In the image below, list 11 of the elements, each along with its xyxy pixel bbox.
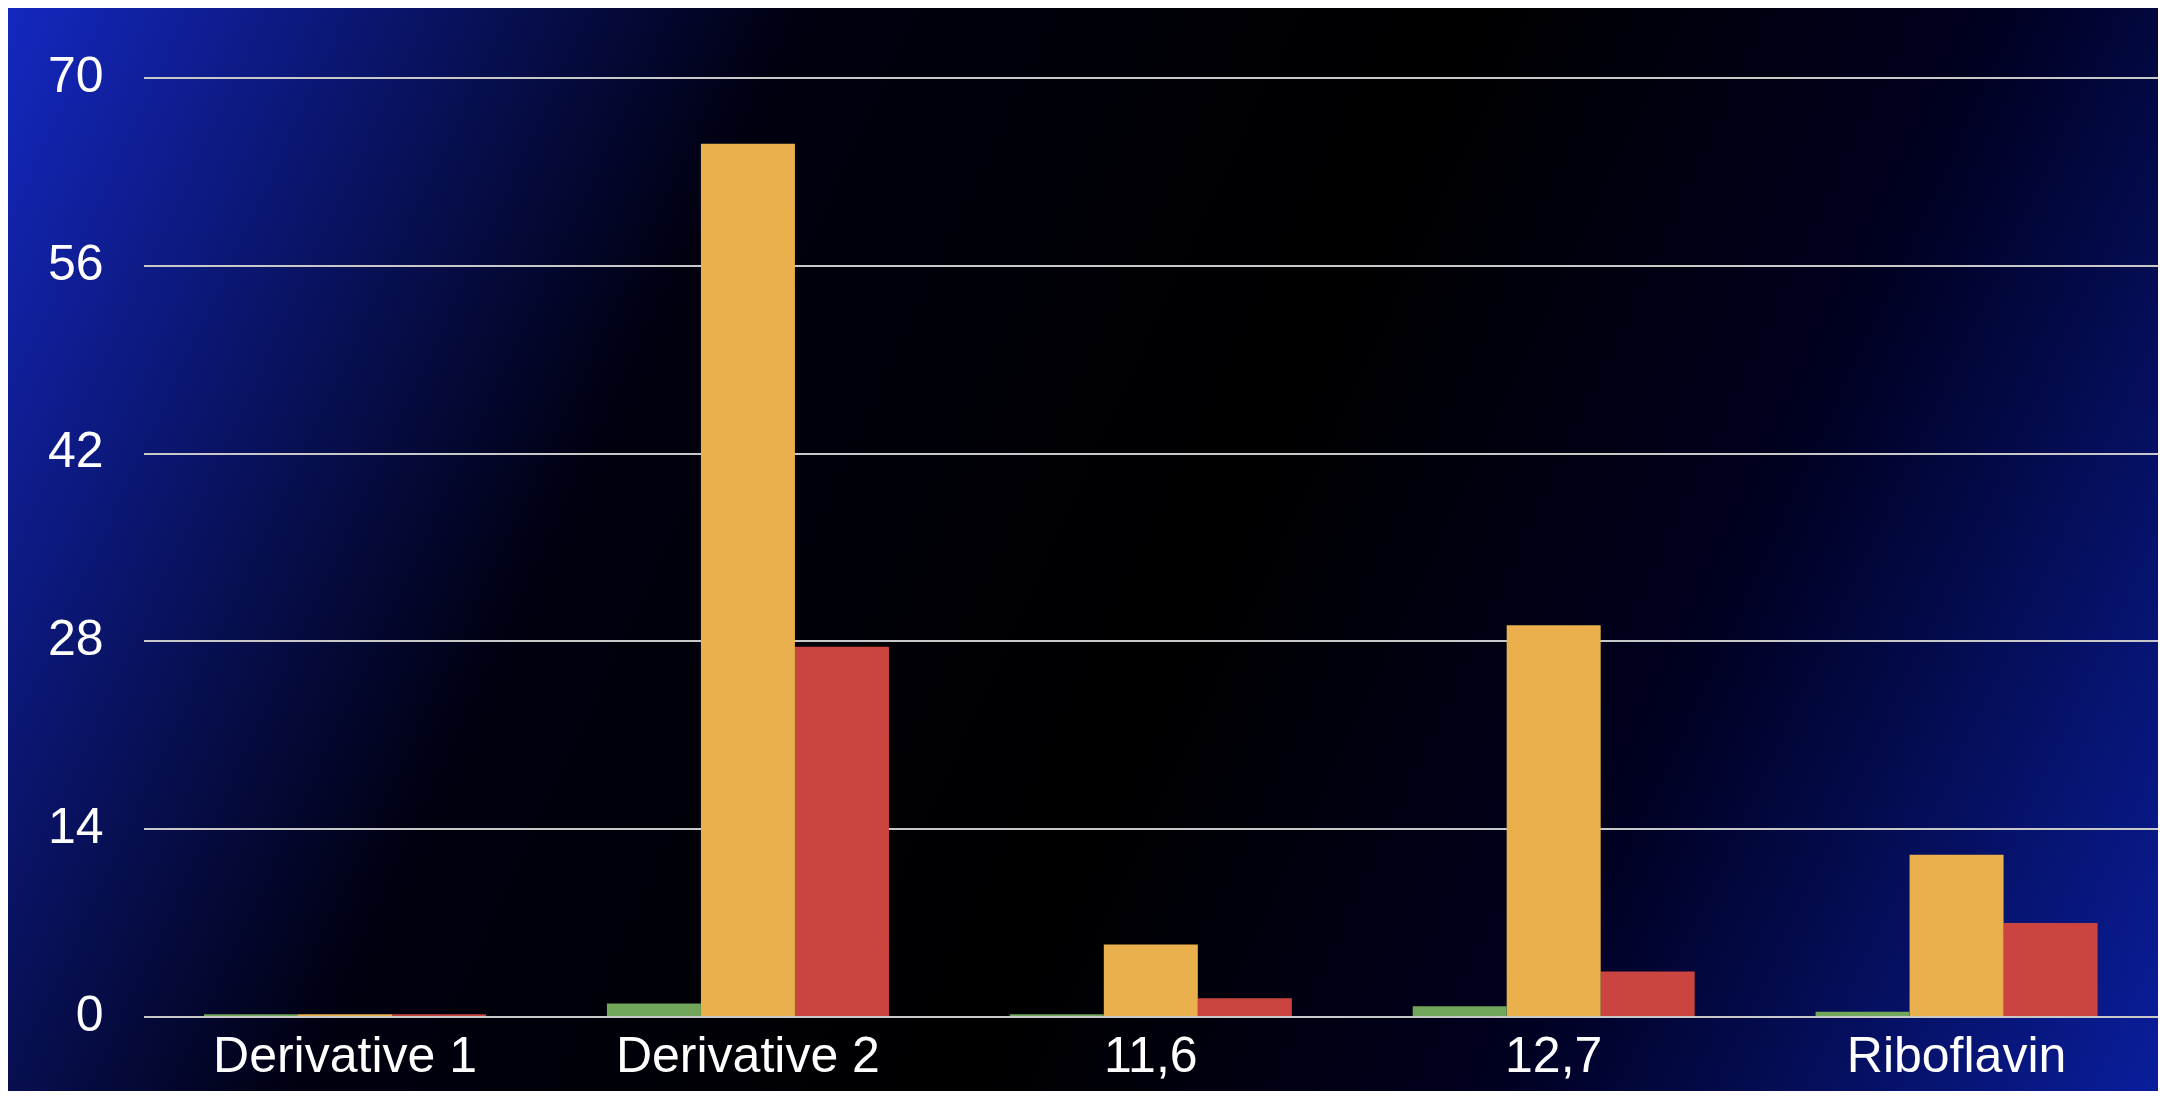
x-tick-label: 11,6: [1104, 1026, 1198, 1083]
y-tick-label: 42: [47, 422, 104, 479]
x-tick-label: Derivative 2: [615, 1026, 880, 1083]
y-tick-label: 28: [47, 610, 104, 667]
x-tick-label: 12,7: [1505, 1026, 1603, 1083]
x-tick-label: Derivative 1: [213, 1026, 478, 1083]
y-tick-label: 56: [47, 234, 104, 291]
x-tick-label: Riboflavin: [1846, 1026, 2067, 1083]
y-tick-label: 14: [47, 797, 104, 854]
y-tick-label: 0: [75, 985, 104, 1042]
y-tick-label: 70: [47, 46, 104, 103]
